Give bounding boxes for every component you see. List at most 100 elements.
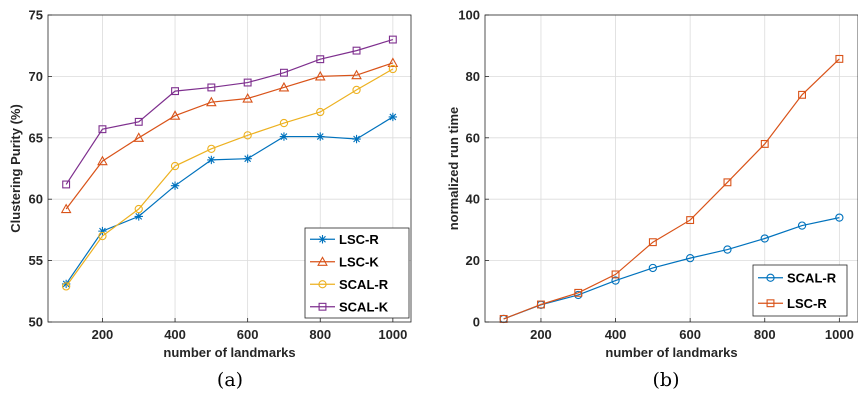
chart-a-data-point-lsc-k [242, 92, 253, 103]
chart-b-data-point-lsc-r [536, 300, 545, 309]
chart-b-data-point-lsc-r [574, 288, 583, 297]
chart-a-ytick-label: 50 [29, 315, 43, 330]
chart-b-legend: SCAL-R LSC-R [752, 264, 848, 317]
chart-a: 200 400 600 800 1000 50 55 60 65 70 75 number of … [8, 8, 412, 391]
chart-b-ytick-label: 100 [458, 8, 480, 23]
chart-a-data-point-lsc-r [352, 134, 361, 144]
chart-a-legend-label: LSC-R [339, 232, 379, 247]
chart-b-data-point-lsc-r [723, 178, 732, 187]
chart-a-legend: LSC-R LSC-K SCAL-R SCAL-K [304, 227, 410, 319]
chart-a-data-point-scal-k [171, 87, 179, 96]
chart-b-data-point-lsc-r [760, 139, 769, 148]
chart-a-legend-item: LSC-R [310, 232, 379, 247]
chart-b-yticks: 0 20 40 60 80 100 [458, 8, 489, 330]
chart-a-frame [47, 14, 412, 323]
chart-b-xlabel: number of landmarks [605, 345, 737, 360]
chart-b-legend-item: SCAL-R [758, 270, 837, 285]
chart-a-data-point-scal-r [279, 118, 289, 128]
chart-b-legend-box [752, 264, 848, 317]
chart-a-data-point-lsc-r [170, 181, 180, 190]
chart-a-legend-marker [317, 256, 328, 266]
chart-b-data-point-lsc-r [798, 90, 807, 99]
chart-b-legend-marker [766, 273, 775, 282]
chart-b-data-point-lsc-r [835, 54, 844, 63]
chart-a-data-point-scal-k [279, 68, 288, 77]
chart-a-data-point-lsc-k [351, 69, 362, 80]
chart-a-data-point-lsc-r [207, 155, 216, 165]
chart-a-legend-marker [318, 280, 327, 289]
chart-b-series-lsc-r [499, 54, 844, 323]
chart-a-series-scal-r [62, 64, 397, 291]
chart-b-series-line-scal-r [503, 217, 840, 320]
chart-b-xtick-label: 600 [679, 327, 701, 342]
chart-a-data-point-scal-r [207, 144, 216, 154]
chart-a-data-point-scal-k [316, 55, 325, 64]
chart-a-legend-item: SCAL-K [310, 299, 389, 314]
chart-a-data-point-lsc-k [387, 57, 399, 67]
chart-b-legend-item: LSC-R [758, 296, 827, 311]
chart-a-legend-item: LSC-K [310, 254, 379, 269]
chart-a-data-point-scal-r [243, 131, 252, 140]
chart-a-legend-marker [318, 235, 327, 244]
chart-a-data-point-lsc-k [97, 155, 108, 166]
chart-a-ytick-label: 55 [29, 253, 43, 268]
chart-b-data-point-scal-r [797, 221, 807, 230]
chart-a-xtick-label: 800 [309, 327, 331, 342]
chart-b-ytick-label: 20 [466, 253, 480, 268]
chart-b-caption: (b) [653, 369, 680, 391]
chart-a-data-point-scal-k [134, 117, 143, 126]
chart-a-xtick-label: 200 [92, 327, 114, 342]
chart-a-ytick-label: 75 [29, 8, 43, 23]
chart-a-xticks: 200 400 600 800 1000 [92, 318, 407, 342]
chart-a-data-point-scal-r [388, 64, 397, 74]
chart-a-data-point-scal-r [134, 204, 143, 214]
chart-b-xtick-label: 800 [754, 327, 776, 342]
chart-b-data-point-lsc-r [648, 238, 657, 247]
chart-a-series-line-scal-r [65, 68, 394, 287]
chart-a-xtick-label: 1000 [378, 327, 407, 342]
chart-a-legend-item: SCAL-R [310, 277, 389, 292]
chart-a-series-line-lsc-k [65, 62, 394, 210]
chart-a-xtick-label: 600 [237, 327, 259, 342]
chart-a-series-line-scal-k [65, 38, 394, 185]
chart-a-series-line-lsc-r [65, 116, 394, 285]
chart-b-xtick-label: 1000 [825, 327, 854, 342]
chart-a-data-point-scal-r [98, 231, 107, 241]
chart-b-xtick-label: 400 [605, 327, 627, 342]
chart-a-legend-label: SCAL-R [339, 277, 389, 292]
chart-b-legend-label: LSC-R [787, 296, 827, 311]
chart-b-data-point-scal-r [648, 263, 657, 273]
chart-b-data-point-scal-r [686, 253, 695, 263]
chart-b-legend-marker [766, 299, 775, 308]
chart-a-data-point-lsc-k [169, 110, 181, 120]
chart-a-data-point-scal-r [62, 282, 71, 291]
chart-a-data-point-scal-k [352, 46, 361, 55]
chart-a-data-point-lsc-k [60, 203, 72, 214]
chart-b-ytick-label: 40 [466, 192, 480, 207]
chart-a-legend-label: SCAL-K [339, 299, 389, 314]
chart-a-data-point-lsc-k [278, 81, 290, 92]
chart-b-ytick-label: 60 [466, 130, 480, 145]
chart-a-legend-label: LSC-K [339, 254, 379, 269]
chart-a-data-point-scal-k [388, 35, 397, 44]
chart-a-xtick-label: 400 [164, 327, 186, 342]
chart-b-ytick-label: 0 [473, 315, 480, 330]
chart-a-data-point-lsc-r [316, 132, 325, 141]
chart-b: 200 400 600 800 1000 0 20 40 60 80 100 number of … [446, 8, 858, 391]
chart-a-ytick-label: 70 [29, 69, 43, 84]
chart-b-xtick-label: 200 [530, 327, 552, 342]
chart-a-ytick-label: 65 [29, 130, 43, 145]
chart-a-yticks: 50 55 60 65 70 75 [29, 8, 52, 330]
chart-b-xticks: 200 400 600 800 1000 [530, 318, 854, 342]
chart-a-legend-marker [318, 302, 327, 311]
chart-b-data-point-lsc-r [611, 270, 620, 279]
chart-a-data-point-lsc-k [133, 132, 145, 142]
chart-a-data-point-lsc-k [314, 70, 326, 81]
chart-a-data-point-lsc-r [279, 132, 289, 141]
chart-b-data-point-lsc-r [686, 216, 695, 225]
chart-a-series-group [60, 35, 399, 291]
chart-a-data-point-scal-r [352, 85, 361, 95]
chart-a-data-point-lsc-r [388, 112, 398, 122]
chart-a-data-point-scal-k [207, 83, 216, 92]
chart-a-xlabel: number of landmarks [163, 345, 295, 360]
